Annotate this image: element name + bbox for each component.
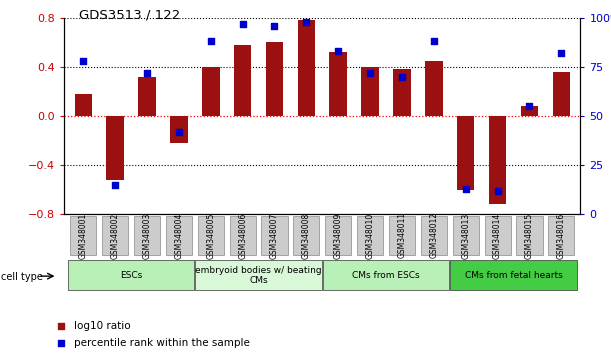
Text: GSM348001: GSM348001 (79, 212, 88, 258)
FancyBboxPatch shape (453, 216, 479, 255)
Text: GDS3513 / 122: GDS3513 / 122 (79, 9, 181, 22)
Bar (552, 72, 570, 116)
FancyBboxPatch shape (450, 260, 577, 290)
Bar (425, 61, 442, 116)
Point (525, 103, 535, 109)
FancyBboxPatch shape (323, 260, 449, 290)
Point (142, 70, 152, 75)
Point (557, 50, 566, 56)
Point (322, 266, 332, 271)
Bar (266, 42, 284, 116)
Text: cell type: cell type (1, 272, 43, 282)
Point (429, 39, 439, 44)
Text: GSM348015: GSM348015 (525, 212, 534, 258)
FancyBboxPatch shape (166, 216, 192, 255)
Text: GSM348003: GSM348003 (142, 212, 152, 259)
Point (206, 39, 216, 44)
Point (334, 48, 343, 54)
Bar (521, 106, 538, 116)
Text: GSM348006: GSM348006 (238, 212, 247, 259)
Bar (457, 116, 475, 190)
FancyBboxPatch shape (134, 216, 160, 255)
Text: GSM348004: GSM348004 (174, 212, 183, 259)
FancyBboxPatch shape (196, 260, 321, 290)
Point (238, 21, 247, 27)
FancyBboxPatch shape (293, 216, 320, 255)
Point (301, 19, 311, 24)
Point (492, 188, 502, 193)
Text: GSM348009: GSM348009 (334, 212, 343, 259)
Bar (393, 69, 411, 116)
Text: GSM348005: GSM348005 (207, 212, 215, 259)
Text: GSM348010: GSM348010 (365, 212, 375, 258)
Text: embryoid bodies w/ beating
CMs: embryoid bodies w/ beating CMs (196, 266, 322, 285)
Text: CMs from ESCs: CMs from ESCs (352, 271, 420, 280)
Bar (361, 67, 379, 116)
Bar (489, 116, 507, 204)
Text: GSM348014: GSM348014 (493, 212, 502, 258)
FancyBboxPatch shape (68, 260, 194, 290)
Text: GSM348007: GSM348007 (270, 212, 279, 259)
FancyBboxPatch shape (516, 216, 543, 255)
Text: GSM348008: GSM348008 (302, 212, 311, 258)
Point (365, 70, 375, 75)
Bar (298, 20, 315, 116)
Bar (170, 116, 188, 143)
FancyBboxPatch shape (70, 216, 97, 255)
Text: GSM348013: GSM348013 (461, 212, 470, 258)
Text: CMs from fetal hearts: CMs from fetal hearts (464, 271, 562, 280)
Point (110, 182, 120, 188)
Point (174, 129, 184, 135)
Text: percentile rank within the sample: percentile rank within the sample (75, 338, 250, 348)
Point (269, 23, 279, 28)
Bar (234, 45, 251, 116)
Bar (202, 67, 219, 116)
Point (78, 58, 88, 64)
FancyBboxPatch shape (262, 216, 288, 255)
Bar (106, 116, 124, 180)
Text: GSM348002: GSM348002 (111, 212, 120, 258)
FancyBboxPatch shape (102, 216, 128, 255)
FancyBboxPatch shape (198, 216, 224, 255)
FancyBboxPatch shape (421, 216, 447, 255)
FancyBboxPatch shape (485, 216, 511, 255)
Text: log10 ratio: log10 ratio (75, 321, 131, 331)
Text: GSM348016: GSM348016 (557, 212, 566, 258)
FancyBboxPatch shape (548, 216, 574, 255)
Bar (75, 94, 92, 116)
Text: ESCs: ESCs (120, 271, 142, 280)
Text: GSM348012: GSM348012 (430, 212, 438, 258)
Bar (329, 52, 347, 116)
FancyBboxPatch shape (230, 216, 255, 255)
Point (322, 105, 332, 110)
Text: GSM348011: GSM348011 (398, 212, 406, 258)
Point (461, 186, 470, 192)
FancyBboxPatch shape (325, 216, 351, 255)
Bar (138, 77, 156, 116)
FancyBboxPatch shape (357, 216, 383, 255)
FancyBboxPatch shape (389, 216, 415, 255)
Point (397, 74, 407, 80)
